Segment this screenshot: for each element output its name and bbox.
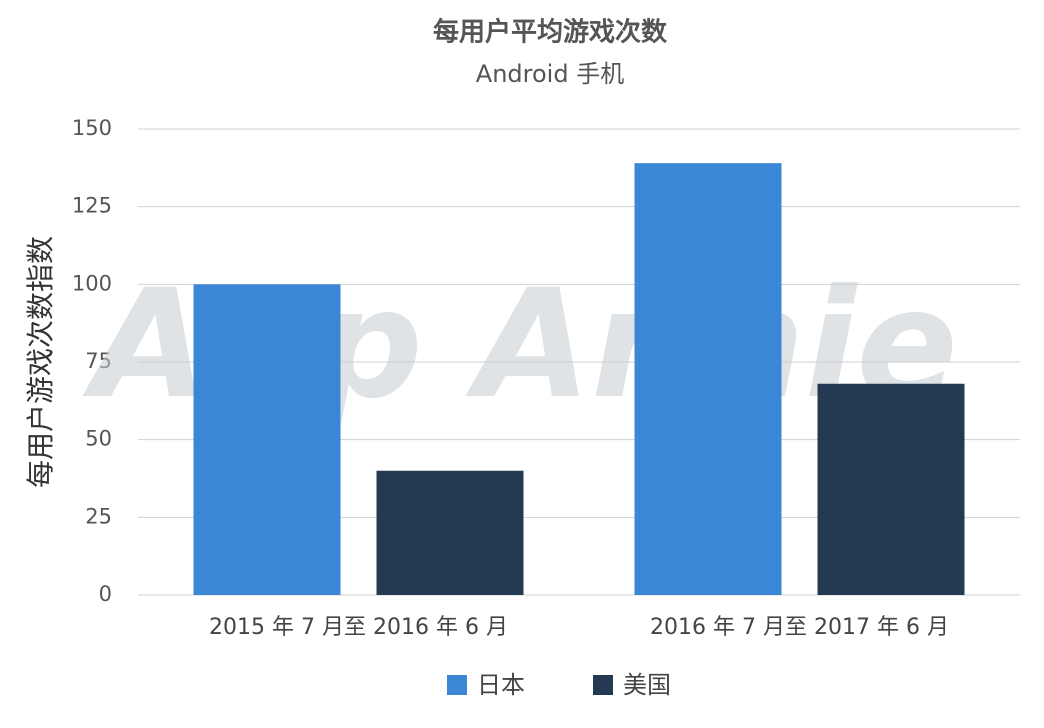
legend-label: 美国 [623,671,671,699]
x-tick-label: 2015 年 7 月至 2016 年 6 月 [209,615,508,640]
legend-label: 日本 [477,671,525,699]
y-tick-label: 50 [85,427,112,451]
legend-swatch [593,675,613,695]
y-tick-label: 75 [85,349,112,373]
y-tick-label: 100 [72,271,112,295]
chart-subtitle: Android 手机 [476,60,624,88]
legend-swatch [447,675,467,695]
x-tick-label: 2016 年 7 月至 2017 年 6 月 [650,615,949,640]
bar [376,470,524,595]
bar [634,163,782,595]
bar [193,284,341,595]
y-tick-label: 150 [72,116,112,140]
chart-title: 每用户平均游戏次数 [433,17,668,48]
y-axis-label: 每用户游戏次数指数 [24,236,57,488]
y-tick-label: 0 [99,582,112,606]
bar [817,383,965,595]
y-tick-label: 25 [85,504,112,528]
y-tick-label: 125 [72,194,112,218]
